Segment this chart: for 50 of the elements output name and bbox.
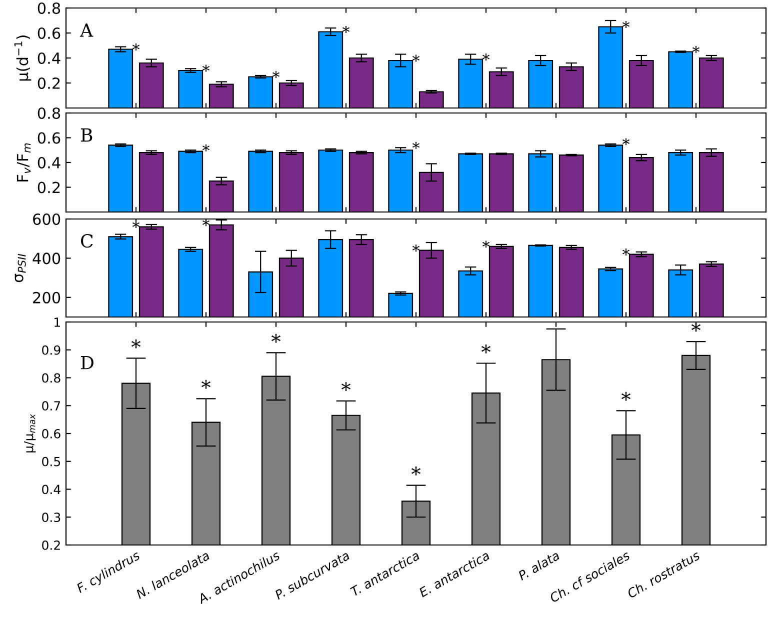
annotation: *: [341, 382, 351, 391]
x-tick-label: P. alata: [517, 550, 560, 581]
annotation: *: [481, 344, 491, 354]
y-tick-label: 0.2: [38, 182, 60, 194]
y-axis-title: F$_{v}$/F$_{m}$: [16, 143, 31, 182]
annotation: D: [80, 356, 94, 370]
annotation: *: [622, 138, 630, 146]
y-tick-label: 0.6: [38, 27, 60, 40]
y-tick-label: 0.4: [38, 52, 60, 64]
y-tick-label: 0.2: [42, 540, 60, 550]
y-tick-label: 0.8: [38, 107, 60, 120]
y-tick-label: 200: [33, 292, 60, 304]
y-tick-label: 0.4: [42, 484, 60, 494]
annotation: *: [272, 71, 280, 78]
y-tick-label: 0.8: [42, 373, 60, 383]
annotation: *: [621, 392, 631, 401]
annotation: *: [411, 466, 421, 476]
y-tick-label: 0.6: [38, 132, 60, 144]
annotation: *: [412, 54, 420, 62]
y-tick-label: 0.8: [38, 2, 60, 14]
annotation: *: [482, 54, 490, 60]
y-tick-label: 0.2: [38, 77, 60, 90]
annotation: *: [692, 46, 700, 53]
annotation: *: [131, 339, 141, 348]
annotation: *: [622, 248, 630, 256]
annotation: B: [80, 128, 92, 142]
annotation: A: [80, 24, 94, 37]
annotation: *: [482, 240, 490, 248]
annotation: *: [271, 334, 281, 343]
y-axis-title: μ(d$^{−1}$): [14, 36, 32, 81]
y-tick-label: 0.3: [42, 512, 60, 522]
annotation: *: [201, 380, 211, 389]
y-tick-label: 400: [32, 252, 60, 264]
y-axis-title: μ/μ$_{max}$: [24, 414, 36, 452]
y-tick-label: 1: [54, 318, 60, 327]
y-tick-label: 0.9: [42, 345, 60, 355]
annotation: *: [132, 44, 140, 50]
annotation: *: [342, 26, 350, 33]
y-axis-title: σ$_{PSII}$: [14, 254, 26, 282]
y-tick-label: 0.7: [42, 401, 60, 411]
y-tick-label: 0.4: [38, 156, 60, 169]
annotation: C: [81, 234, 93, 248]
y-tick-label: 0.5: [42, 456, 60, 466]
annotation: *: [412, 142, 420, 149]
y-tick-label: 600: [33, 213, 60, 226]
annotation: *: [622, 21, 630, 28]
annotation: *: [412, 244, 420, 252]
annotation: *: [202, 144, 210, 152]
annotation: *: [202, 64, 210, 72]
y-tick-label: 0.6: [42, 428, 60, 438]
